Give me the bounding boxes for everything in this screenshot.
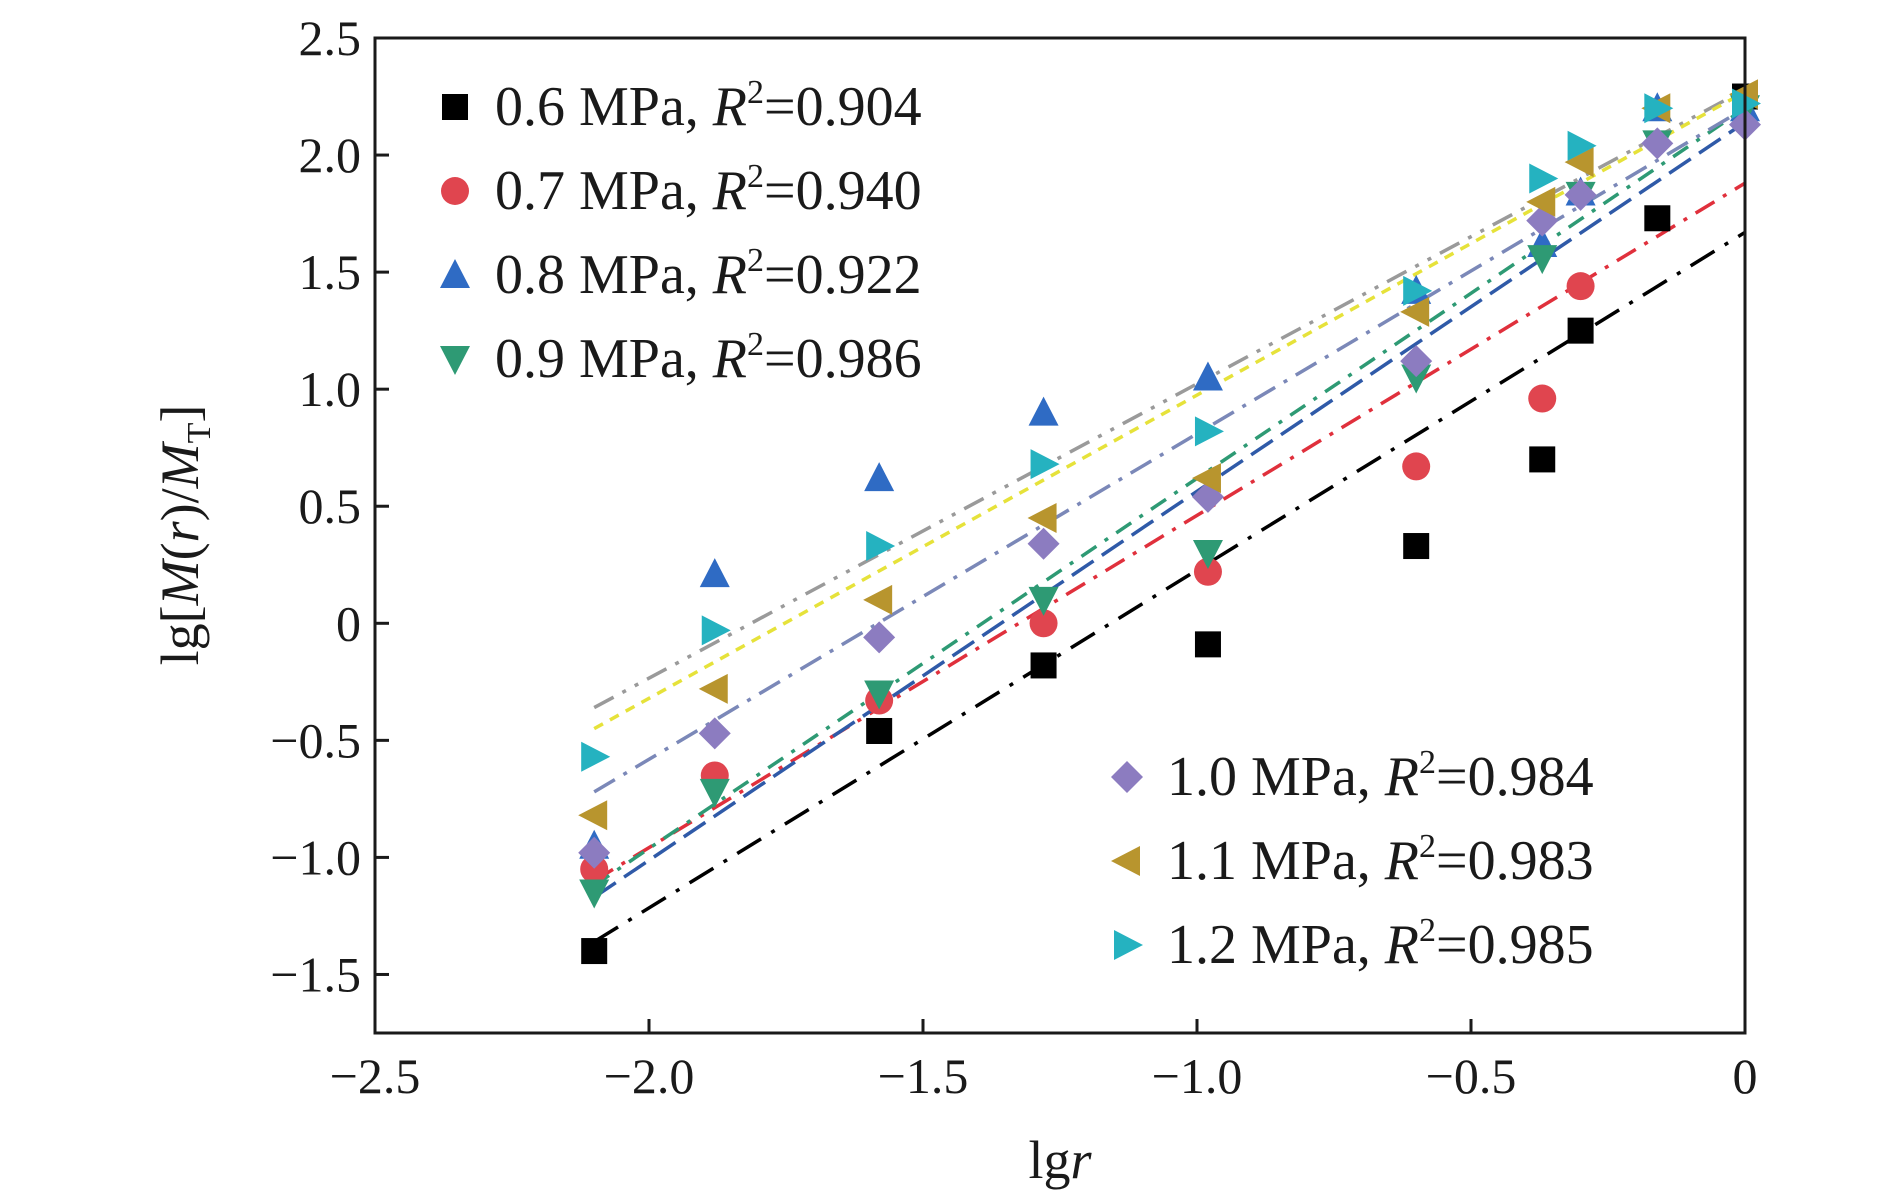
data-point [1528, 384, 1557, 413]
legend-entry: 1.1 MPa, R2=0.983 [1167, 828, 1594, 892]
y-tick-label: −1.0 [270, 829, 361, 885]
data-point [698, 673, 728, 704]
y-tick-label: −0.5 [270, 712, 361, 768]
y-tick-label: 0 [336, 595, 361, 651]
data-point [1192, 361, 1223, 391]
y-tick-label: 1.0 [299, 361, 362, 417]
y-tick-label: 2.5 [299, 10, 362, 66]
legend-marker [1111, 846, 1140, 876]
fit-line-12 [593, 90, 1746, 731]
legend-marker [441, 177, 469, 205]
legend-entry: 0.7 MPa, R2=0.940 [495, 158, 922, 222]
data-point [863, 584, 893, 615]
plot-frame [373, 36, 1747, 1035]
y-tick-label: 0.5 [299, 478, 362, 534]
data-point [701, 615, 731, 646]
data-point [1641, 127, 1674, 160]
data-point [579, 879, 610, 909]
legend-entry: 0.9 MPa, R2=0.986 [495, 326, 922, 390]
axis-ticks: −2.5 −2.0 −1.5 −1.0 −0.5 0 2.5 2.0 1.5 1.0 0.5 0 −0.… [270, 10, 1757, 1104]
data-point [864, 462, 895, 492]
legend-marker [440, 346, 470, 375]
x-tick-label: −0.5 [1426, 1048, 1517, 1104]
data-point [1028, 586, 1059, 616]
data-point [1030, 652, 1057, 679]
x-tick-label: −1.0 [1152, 1048, 1243, 1104]
fit-line-07 [593, 181, 1746, 883]
x-tick-label: −2.0 [604, 1048, 695, 1104]
data-point [1566, 272, 1595, 301]
data-point [581, 938, 608, 965]
data-point [699, 558, 730, 588]
data-point [1400, 296, 1430, 327]
data-point [1027, 502, 1057, 533]
legend-marker [440, 259, 470, 288]
legend-entry: 1.2 MPa, R2=0.985 [1167, 912, 1594, 976]
data-point [1529, 163, 1559, 194]
y-tick-label: −1.5 [270, 946, 361, 1002]
data-point [1529, 446, 1556, 473]
data-point [1030, 449, 1060, 480]
data-point [863, 621, 896, 654]
data-point [699, 778, 730, 808]
legend-marker [442, 94, 468, 120]
data-point [1027, 527, 1060, 560]
data-markers [578, 79, 1761, 965]
data-point [578, 836, 611, 869]
y-axis-title: lg[M(r)/MT] [150, 405, 218, 666]
data-point [1567, 317, 1594, 344]
y-tick-label: 2.0 [299, 127, 362, 183]
data-point [1192, 540, 1223, 570]
data-point [1403, 275, 1433, 306]
data-point [1400, 345, 1433, 378]
legend-marker [1114, 930, 1143, 960]
data-point [866, 717, 893, 744]
y-tick-label: 1.5 [299, 244, 362, 300]
x-axis-title: lgr [1028, 1130, 1092, 1190]
data-point [866, 531, 896, 562]
data-point [864, 680, 895, 710]
data-point [1401, 364, 1432, 394]
data-point [1194, 416, 1224, 447]
legend-entry: 1.0 MPa, R2=0.984 [1167, 744, 1594, 808]
x-tick-label: −2.5 [330, 1048, 421, 1104]
x-tick-label: −1.5 [878, 1048, 969, 1104]
legend: 0.6 MPa, R2=0.904 0.7 MPa, R2=0.940 0.8 MP… [440, 74, 1594, 976]
data-point [581, 741, 611, 772]
legend-marker [1111, 761, 1143, 793]
data-point [1567, 130, 1597, 161]
data-point [1527, 245, 1558, 275]
data-point [580, 855, 609, 884]
data-point [1644, 93, 1674, 124]
data-point [698, 717, 731, 750]
data-point [578, 800, 608, 831]
data-point [1564, 178, 1597, 211]
legend-entry: 0.8 MPa, R2=0.922 [495, 242, 922, 306]
data-point [1402, 452, 1431, 481]
data-point [1029, 609, 1058, 638]
data-point [1403, 533, 1430, 560]
data-point [1191, 463, 1221, 494]
data-point [1028, 396, 1059, 426]
data-point [1644, 205, 1671, 232]
data-point [1526, 186, 1556, 217]
data-point [1194, 631, 1221, 658]
x-tick-label: 0 [1733, 1048, 1758, 1104]
fit-line-06 [593, 230, 1746, 944]
data-point [1193, 557, 1222, 586]
legend-entry: 0.6 MPa, R2=0.904 [495, 74, 922, 138]
data-point [1564, 147, 1594, 178]
